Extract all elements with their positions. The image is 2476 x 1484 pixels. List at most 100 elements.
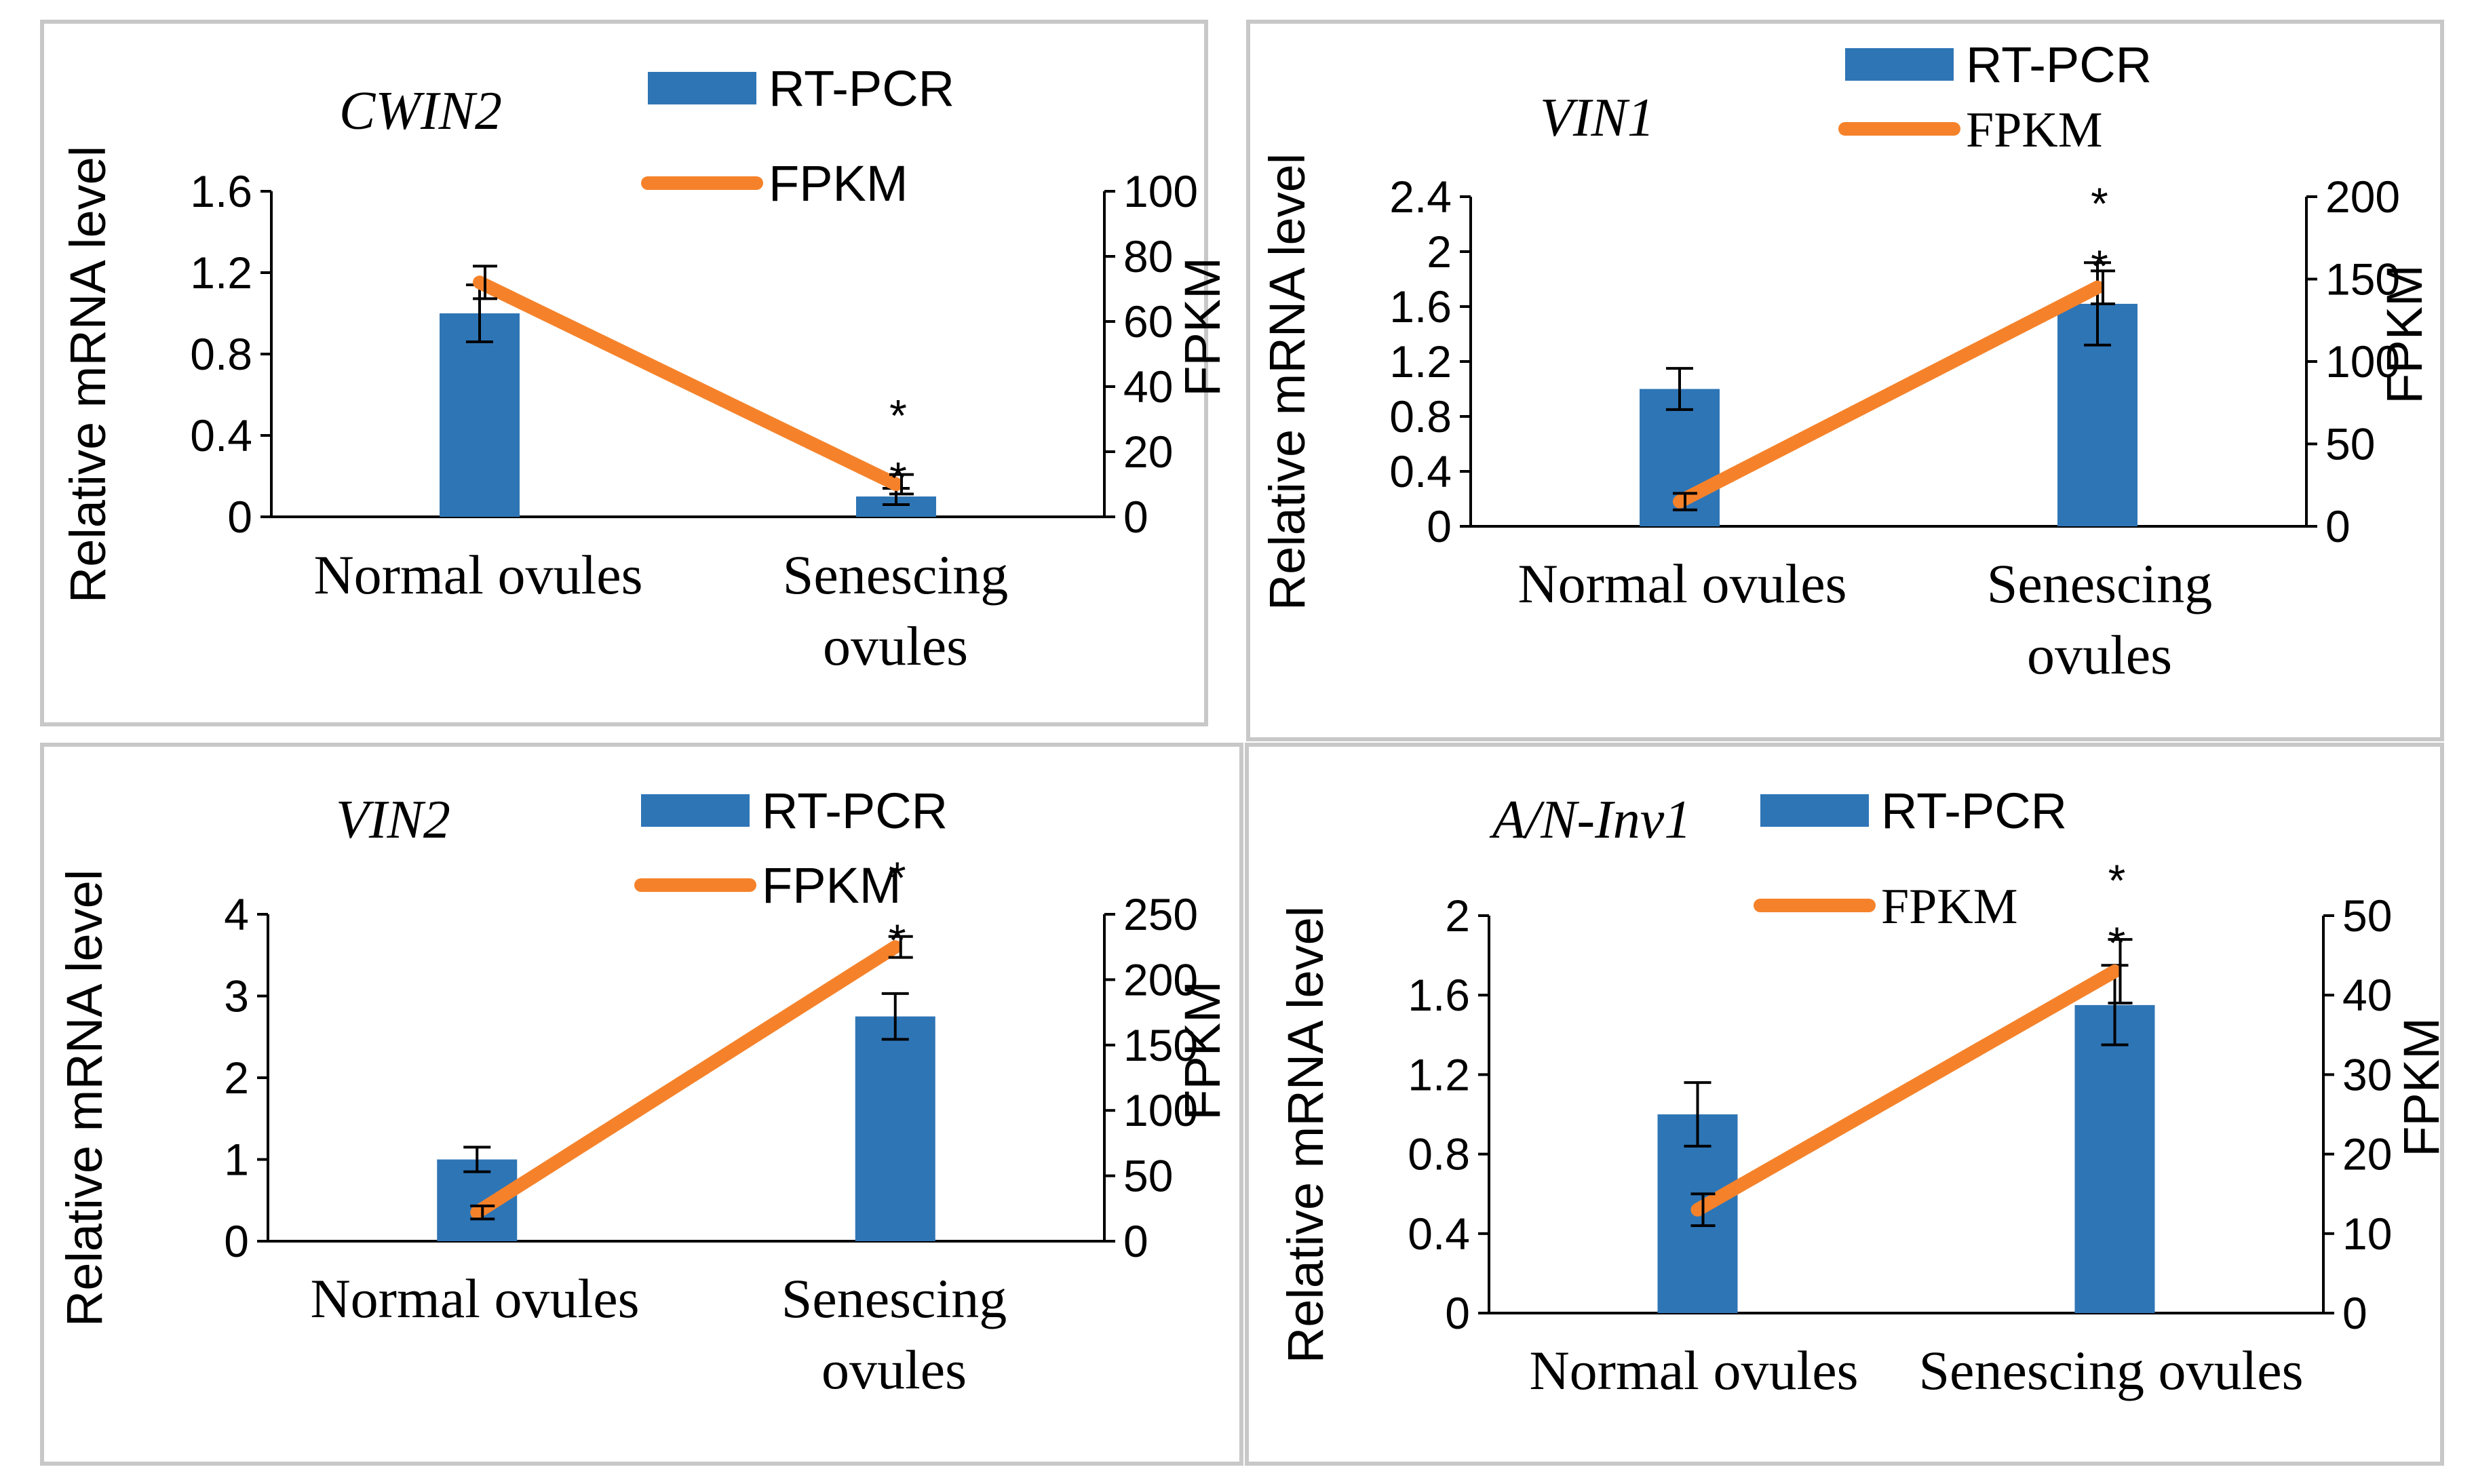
y-tick-label: 2 — [1445, 891, 1470, 941]
y-tick-label: 1.6 — [1408, 970, 1470, 1020]
y-tick-label: 2.4 — [1389, 172, 1452, 222]
legend: RT-PCR FPKM — [1838, 37, 2152, 158]
fpkm-line — [470, 940, 902, 1219]
chart-title: VIN2 — [336, 790, 450, 850]
y-axis-title: Relative mRNA level — [1259, 153, 1315, 610]
y-tick-label: 1.2 — [1389, 336, 1452, 387]
chart-panel-1: 0 0.4 0.8 1.2 1.6 0 20 40 60 80 100 Relative mRNA l… — [40, 20, 1231, 726]
y2-tick-label: 250 — [1123, 889, 1198, 939]
legend-bar-label: RT-PCR — [1966, 37, 2152, 93]
legend-bar-swatch — [641, 794, 750, 827]
y2-tick-label: 80 — [1123, 231, 1173, 281]
y-tick-label: 1.2 — [1408, 1049, 1470, 1099]
category-label: Normal ovules — [313, 544, 642, 606]
bar — [855, 1016, 935, 1241]
category-label: Senescing ovules — [1918, 1340, 2303, 1401]
legend-bar-label: RT-PCR — [762, 783, 948, 839]
y-tick-label: 1 — [224, 1135, 249, 1185]
category-label: ovules — [823, 615, 968, 677]
legend: RT-PCR FPKM — [634, 783, 948, 914]
legend-bar-swatch — [1845, 48, 1954, 81]
chart-title: A/N-Inv1 — [1489, 790, 1691, 850]
bar — [440, 313, 520, 517]
significance-mark: * — [2108, 918, 2126, 968]
legend-bar-label: RT-PCR — [1881, 783, 2067, 839]
y-tick-label: 0.8 — [1389, 391, 1452, 442]
category-label: Normal ovules — [1529, 1340, 1858, 1401]
y-axis-title: Relative mRNA level — [56, 870, 113, 1327]
panel-frame — [40, 20, 1208, 726]
y-axis-title: Relative mRNA level — [60, 146, 116, 603]
y-axis-title: Relative mRNA level — [1277, 906, 1334, 1363]
fpkm-line — [1690, 964, 2122, 1217]
y2-tick-label: 20 — [2342, 1129, 2392, 1179]
y2-tick-label: 200 — [2325, 172, 2400, 222]
significance-mark: * — [2091, 241, 2108, 291]
y-tick-label: 1.6 — [190, 166, 252, 216]
y2-tick-label: 100 — [1123, 1085, 1198, 1135]
y2-axis-title: FPKM — [2376, 265, 2433, 404]
y2-tick-label: 40 — [1123, 362, 1173, 412]
category-label: Senescing — [1987, 553, 2212, 614]
y2-tick-label: 200 — [1123, 954, 1198, 1004]
category-label: Senescing — [783, 544, 1008, 606]
chart-panel-3: 0 1 2 3 4 0 50 100 150 200 250 Relative mRNA level F… — [40, 743, 1243, 1466]
significance-mark: * — [2091, 178, 2108, 229]
y-tick-label: 0 — [227, 492, 252, 542]
y-tick-label: 0.4 — [190, 410, 252, 461]
category-label: Normal ovules — [310, 1268, 639, 1329]
y2-tick-label: 0 — [2325, 501, 2351, 551]
y2-axis-title: FPKM — [1174, 257, 1231, 397]
y2-tick-label: 0 — [1123, 1216, 1148, 1266]
y2-tick-label: 30 — [2342, 1049, 2392, 1099]
y-tick-label: 1.2 — [190, 248, 252, 298]
y2-tick-label: 100 — [1123, 166, 1198, 216]
legend-bar-swatch — [648, 72, 756, 104]
y2-tick-label: 100 — [2325, 336, 2400, 387]
y-tick-label: 3 — [224, 971, 249, 1021]
legend-line-label: FPKM — [769, 155, 908, 212]
y-tick-label: 0.8 — [1408, 1129, 1470, 1179]
y2-tick-label: 40 — [2342, 970, 2392, 1020]
legend-bar-label: RT-PCR — [769, 60, 954, 117]
y-tick-label: 0 — [224, 1216, 249, 1266]
y-tick-label: 0.4 — [1408, 1209, 1470, 1259]
chart-title: CWIN2 — [339, 81, 502, 141]
y-tick-label: 0 — [1445, 1288, 1470, 1338]
y2-tick-label: 0 — [2342, 1288, 2367, 1338]
panel-frame — [1245, 743, 2444, 1466]
y-tick-label: 0 — [1427, 501, 1452, 551]
chart-title: VIN1 — [1540, 88, 1655, 148]
y2-tick-label: 150 — [2325, 254, 2400, 305]
y-tick-label: 2 — [1427, 227, 1452, 277]
legend: RT-PCR FPKM — [641, 60, 954, 212]
significance-mark: * — [889, 453, 907, 503]
y2-tick-label: 10 — [2342, 1209, 2392, 1259]
significance-mark: * — [889, 391, 907, 441]
significance-mark: * — [889, 915, 906, 965]
category-label: Senescing — [781, 1268, 1007, 1329]
y2-tick-label: 50 — [2325, 419, 2375, 469]
y-tick-label: 0.8 — [190, 329, 252, 379]
category-label: Normal ovules — [1517, 553, 1846, 614]
y2-tick-label: 60 — [1123, 296, 1173, 347]
y2-tick-label: 0 — [1123, 492, 1148, 542]
significance-mark: * — [889, 853, 906, 903]
category-label: ovules — [2027, 624, 2172, 686]
y2-axis-title: FPKM — [1174, 981, 1231, 1120]
legend-line-label: FPKM — [1966, 102, 2103, 158]
fpkm-line — [1673, 280, 2104, 509]
y-tick-label: 1.6 — [1389, 281, 1452, 332]
y2-tick-label: 50 — [2342, 891, 2392, 941]
bar — [2074, 1004, 2155, 1313]
y-tick-label: 4 — [224, 889, 249, 939]
category-label: ovules — [821, 1339, 967, 1401]
legend-bar-swatch — [1760, 794, 1869, 827]
y2-axis-title: FPKM — [2393, 1017, 2450, 1157]
y2-tick-label: 150 — [1123, 1020, 1198, 1070]
legend-line-label: FPKM — [1881, 879, 2018, 935]
y2-tick-label: 20 — [1123, 427, 1173, 477]
